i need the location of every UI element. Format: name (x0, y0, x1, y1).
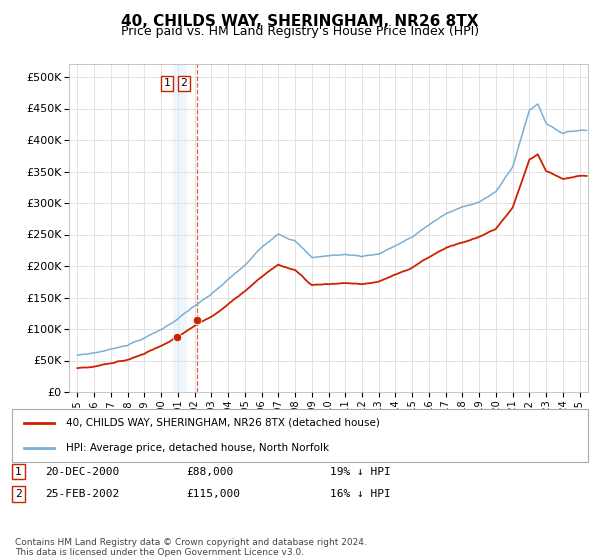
Text: 16% ↓ HPI: 16% ↓ HPI (330, 489, 391, 499)
Text: 1: 1 (15, 466, 22, 477)
Bar (173, 64, 187, 392)
Text: 20-DEC-2000: 20-DEC-2000 (45, 466, 119, 477)
Text: 25-FEB-2002: 25-FEB-2002 (45, 489, 119, 499)
Text: £115,000: £115,000 (186, 489, 240, 499)
Text: 1: 1 (164, 78, 170, 88)
Text: 2: 2 (181, 78, 187, 88)
Text: HPI: Average price, detached house, North Norfolk: HPI: Average price, detached house, Nort… (66, 443, 329, 453)
Text: 19% ↓ HPI: 19% ↓ HPI (330, 466, 391, 477)
Text: 2: 2 (15, 489, 22, 499)
Text: Price paid vs. HM Land Registry's House Price Index (HPI): Price paid vs. HM Land Registry's House … (121, 25, 479, 38)
Text: Contains HM Land Registry data © Crown copyright and database right 2024.
This d: Contains HM Land Registry data © Crown c… (15, 538, 367, 557)
Text: £88,000: £88,000 (186, 466, 233, 477)
Text: 40, CHILDS WAY, SHERINGHAM, NR26 8TX: 40, CHILDS WAY, SHERINGHAM, NR26 8TX (121, 14, 479, 29)
Text: 40, CHILDS WAY, SHERINGHAM, NR26 8TX (detached house): 40, CHILDS WAY, SHERINGHAM, NR26 8TX (de… (66, 418, 380, 428)
